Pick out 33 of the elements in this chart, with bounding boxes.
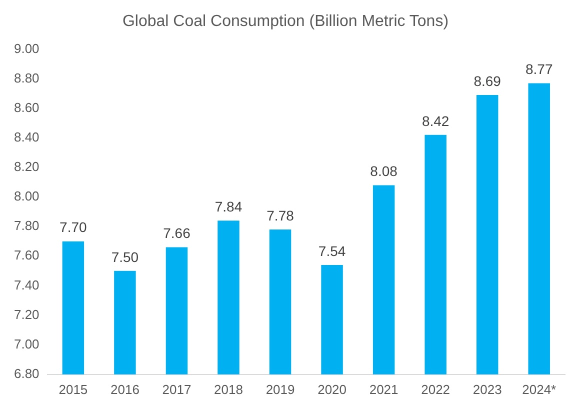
x-tick-label: 2015 [58,382,88,397]
y-tick-label: 6.80 [14,366,40,381]
data-label: 7.78 [266,207,294,224]
x-tick-label: 2016 [110,382,140,397]
data-label: 7.50 [111,248,139,265]
data-label: 7.66 [163,225,191,242]
x-tick-label: 2021 [369,382,398,397]
y-tick-label: 7.00 [14,336,40,352]
y-tick-label: 8.40 [14,129,40,144]
y-tick-label: 7.20 [14,306,40,322]
y-tick-label: 8.20 [14,159,40,174]
data-label: 8.08 [370,163,398,180]
data-label: 8.69 [474,72,502,89]
x-tick-label: 2023 [472,382,502,397]
data-label: 8.42 [422,112,450,129]
data-label: 8.77 [525,61,553,78]
data-label: 7.70 [60,219,88,236]
y-tick-label: 8.80 [14,70,40,86]
y-tick-label: 7.60 [14,248,40,263]
x-tick-label: 2018 [214,382,243,397]
x-tick-label: 2017 [162,382,192,397]
data-label: 7.54 [318,242,346,259]
chart-title: Global Coal Consumption (Billion Metric Tons) [122,13,449,30]
x-tick-label: 2024* [522,382,556,397]
x-tick-label: 2022 [421,382,450,397]
y-tick-label: 8.60 [14,100,40,115]
y-tick-label: 9.00 [14,40,40,56]
y-tick-label: 7.80 [14,218,40,234]
data-label: 7.84 [214,198,242,215]
y-tick-label: 8.00 [14,188,40,204]
x-tick-label: 2020 [318,382,346,397]
x-tick-label: 2019 [266,382,295,397]
y-tick-label: 7.40 [14,277,40,292]
